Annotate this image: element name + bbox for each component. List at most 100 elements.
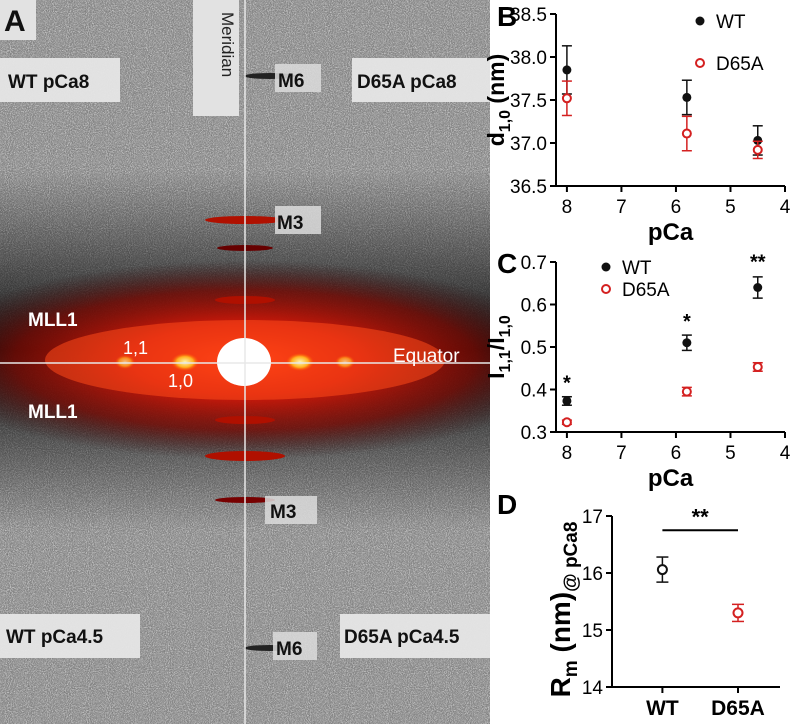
data-point-d65a [681,128,692,139]
equatorial-reflections [115,353,355,371]
legend-label-wt: WT [716,12,746,33]
data-point-wt [753,135,763,145]
category-label: D65A [711,697,765,720]
x-axis-label: pCa [648,219,694,246]
data-point-wt [562,65,572,75]
x-tick-label: 6 [671,197,682,218]
reflection-10-label: 1,0 [168,371,193,391]
x-tick-label: 7 [616,197,627,218]
reflection-11-label: 1,1 [123,338,148,358]
m3-bottom-label: M3 [270,502,296,523]
y-tick-label: 0.5 [521,338,547,359]
meridian-label-box [193,0,239,116]
d65a-pca8-label: D65A pCa8 [357,72,457,93]
data-point-wt [682,92,692,102]
panel-letter-d: D [497,489,517,520]
m3-bottom-box [265,496,317,524]
d65a-pca8-box [352,58,490,102]
wt-pca8-box [0,58,120,102]
x-tick-label: 6 [671,443,682,464]
d65a-pca45-box [340,614,490,658]
wt-pca45-label: WT pCa4.5 [6,627,104,648]
data-point-wt [682,338,692,348]
legend-marker-d65a [601,284,611,294]
panel-a-letter-box [0,0,36,40]
x-tick-label: 8 [562,443,573,464]
y-tick-label: 15 [582,621,603,642]
meridian-label: Meridian [218,12,237,77]
significance-marker: ** [692,504,710,529]
y-label-sub: 1,0 [497,110,514,132]
beam-stop [217,338,271,386]
data-point-d65a [561,417,572,428]
diffraction-panel: A Meridian WT pCa8 D65A pCa8 M6 M3 MLL1 … [0,0,490,724]
wt-pca8-label: WT pCa8 [8,72,89,93]
d65a-pca45-label: D65A pCa4.5 [344,627,460,648]
data-point-wt [562,396,572,406]
panel-letter-b: B [497,1,517,32]
chart-panel-b: B 36.5 37.0 37.5 38.0 38.5 8 7 6 5 4 pCa d1,0 (nm) WT… [483,1,791,246]
m3-top-box [275,206,321,234]
panel-letter-c: C [497,248,517,279]
m6-bottom-box [273,632,317,660]
y-tick-label: 0.4 [521,381,548,402]
x-tick-label: 8 [562,197,573,218]
m6-bottom-label: M6 [276,639,302,660]
y-tick-label: 0.3 [521,423,547,444]
data-point-d65a [732,607,744,619]
data-point-wt [753,283,763,292]
x-tick-label: 5 [725,443,736,464]
significance-marker: ** [750,251,766,273]
x-tick-label: 5 [725,197,736,218]
legend: WT D65A [695,12,764,75]
y-tick-label: 14 [582,678,604,699]
y-tick-label: 16 [582,564,603,585]
y-label-sub2: @ pCa8 [561,522,582,592]
y-label-sub2: 1,0 [497,315,514,337]
y-label-main: I [483,372,509,378]
y-axis-label: I1,1/I1,0 [483,315,514,379]
x-tick-label: 4 [780,443,791,464]
y-label-sub: 1,1 [497,350,514,372]
y-axis-label: d1,0 (nm) [483,54,514,147]
wt-pca45-box [0,614,140,658]
y-axis-label: Rm (nm)@ pCa8 [545,522,582,698]
panel-a-letter: A [4,5,26,38]
significance-marker: * [683,311,691,333]
legend-label-wt: WT [622,258,652,279]
equator-label: Equator [393,346,460,367]
y-tick-label: 38.5 [510,5,547,26]
legend-label-d65a: D65A [622,280,670,301]
x-tick-label: 7 [616,443,627,464]
m6-top-box [275,64,321,92]
data-point-wt [656,564,668,576]
y-tick-label: 0.7 [521,253,547,274]
y-tick-label: 38.0 [510,48,547,69]
data-point-d65a [752,361,763,372]
data-point-d65a [561,93,572,104]
significance-marker: * [563,373,571,395]
legend-label-d65a: D65A [716,54,764,75]
y-label-mid: /I [483,337,509,350]
y-label-main: R [545,677,576,697]
y-tick-label: 36.5 [510,177,547,198]
mll1-top-label: MLL1 [28,310,78,331]
y-tick-label: 17 [582,507,603,528]
y-tick-label: 37.0 [510,134,547,155]
m6-top-label: M6 [278,71,304,92]
x-axis-label: pCa [648,465,694,492]
x-tick-label: 4 [780,197,791,218]
y-label-sub: m [561,660,582,677]
y-tick-label: 37.5 [510,91,547,112]
legend-marker-d65a [695,58,705,68]
chart-panel-d: D 14 15 16 17 WT D65A Rm (nm)@ pCa8 ** [497,489,780,720]
y-tick-label: 0.6 [521,296,547,317]
data-point-d65a [752,144,763,155]
category-label: WT [646,697,679,720]
chart-panel-c: C0.30.40.50.60.78 7 6 5 4pCaI1,1/I1,0****WTD… [483,248,791,492]
y-label-main: d [483,132,509,146]
legend-marker-wt [601,262,611,272]
mll1-bottom-label: MLL1 [28,402,78,423]
